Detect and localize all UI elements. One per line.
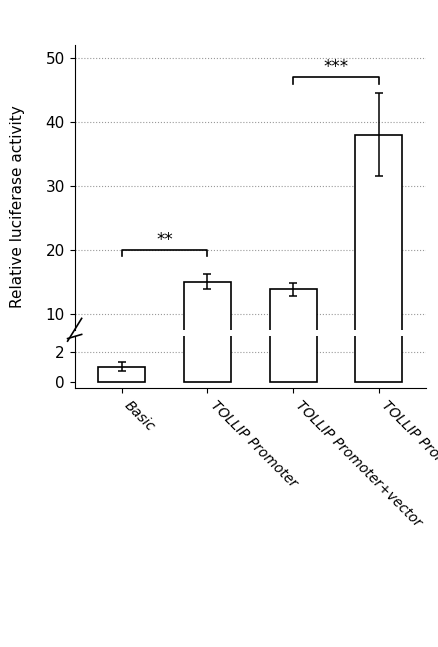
Text: ***: ***	[323, 58, 348, 76]
Bar	[98, 367, 145, 382]
Bar	[269, 172, 316, 382]
Bar	[98, 371, 145, 378]
Bar	[354, 0, 401, 382]
Bar	[184, 154, 230, 382]
Bar	[269, 289, 316, 378]
Text: **: **	[156, 230, 173, 248]
Bar	[354, 135, 401, 378]
Text: Relative luciferase activity: Relative luciferase activity	[10, 105, 25, 309]
Bar	[184, 282, 230, 378]
